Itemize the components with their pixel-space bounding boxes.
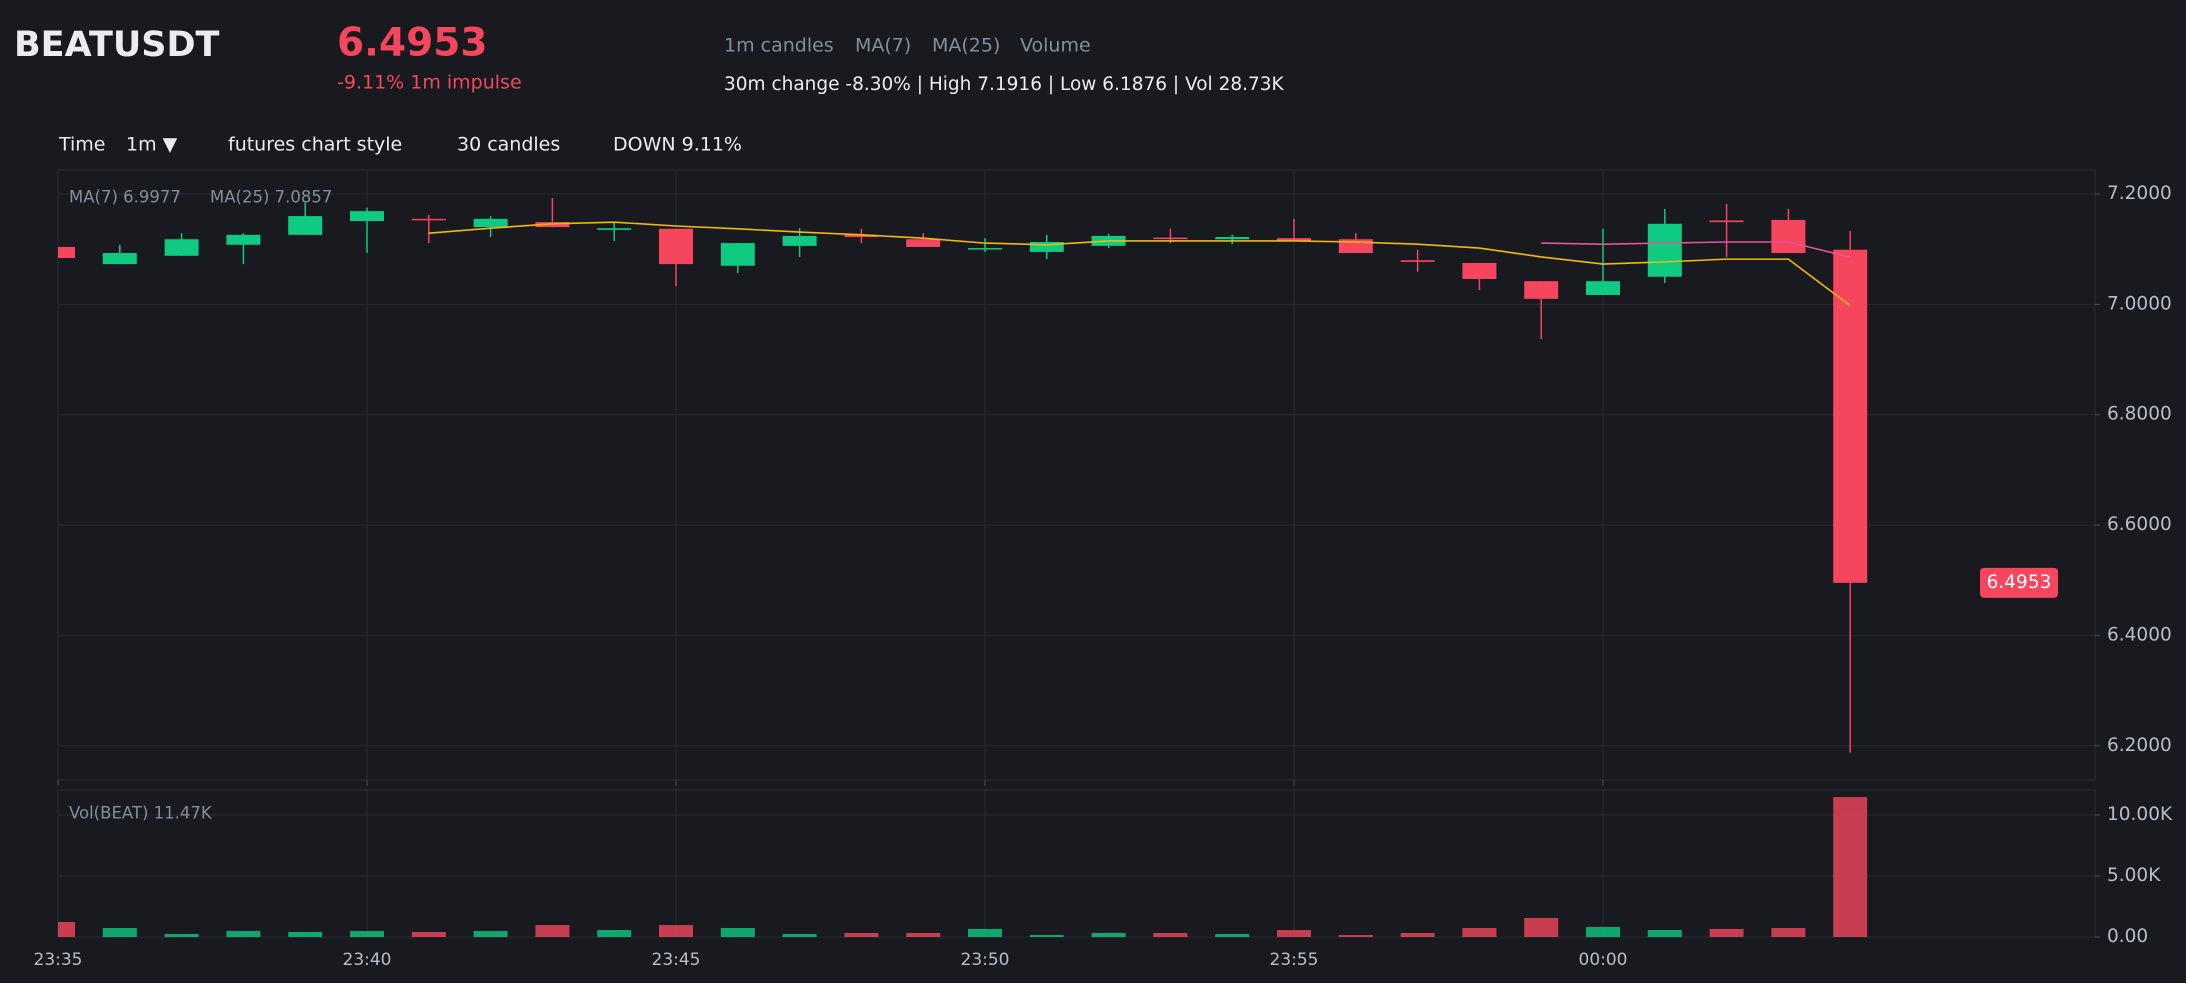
volume-bar <box>350 931 384 937</box>
candle-body <box>1709 220 1744 223</box>
volume-bar <box>1709 928 1744 937</box>
ma-line <box>428 221 1851 307</box>
volume-bar <box>1153 932 1188 937</box>
volume-bar <box>535 925 570 937</box>
candle-body <box>782 235 817 246</box>
price-panel <box>57 169 2096 781</box>
legend-item: MA(25) <box>932 35 1000 57</box>
candle-body <box>844 234 879 238</box>
y-tick-label: 6.6000 <box>2107 514 2172 535</box>
y-tick-label: 6.8000 <box>2107 404 2172 425</box>
volume-bar <box>1586 926 1620 937</box>
volume-bar <box>659 925 693 937</box>
candle-body <box>226 234 261 245</box>
price-plot <box>58 170 2095 780</box>
candle-body <box>411 218 446 221</box>
candle-body <box>102 253 137 265</box>
candle-body <box>288 216 323 235</box>
candle-body <box>1462 262 1497 279</box>
volume-bar <box>1462 927 1497 937</box>
candle-body <box>1215 237 1250 240</box>
y-tick-label: 5.00K <box>2107 865 2161 886</box>
ma-label: MA(7) 6.9977 <box>69 188 181 207</box>
volume-bar <box>906 932 941 937</box>
candle-body <box>1153 237 1188 240</box>
volume-bar <box>288 931 323 937</box>
y-tick-label: 6.2000 <box>2107 735 2172 756</box>
candle-body <box>1400 260 1435 262</box>
candle-body <box>350 211 384 222</box>
stats: 30m change -8.30% | High 7.1916 | Low 6.… <box>724 74 1285 95</box>
x-tick-label: 00:00 <box>1579 950 1628 970</box>
volume-bar <box>1029 935 1064 937</box>
volume-bar <box>411 931 446 937</box>
interval[interactable]: 1m ▼ <box>126 134 178 156</box>
volume-bar <box>1647 930 1682 937</box>
volume-bar <box>968 928 1002 937</box>
volume-bar <box>473 931 508 937</box>
candle-body <box>1647 223 1682 277</box>
axes: 6.2000 6.4000 6.6000 6.8000 7.0000 7.2000 23:3… <box>34 183 2173 970</box>
y-tick-label: 10.00K <box>2107 804 2173 825</box>
ma-line <box>1541 241 1851 258</box>
legend-item: Volume <box>1020 35 1091 57</box>
volume-bar <box>1400 932 1435 937</box>
candle-body <box>968 248 1002 250</box>
candle-body <box>1833 249 1868 583</box>
legend-item: 1m candles <box>724 35 834 57</box>
time-label: Time <box>58 134 106 156</box>
candle-body <box>597 228 632 230</box>
volume-bar <box>1771 927 1806 937</box>
candle-body <box>473 218 508 228</box>
volume-bar <box>720 927 755 937</box>
volume-bar <box>844 932 879 937</box>
volume-bar <box>102 927 137 937</box>
volume-bar <box>164 933 199 937</box>
count: 30 candles <box>457 134 560 156</box>
volume-plot <box>58 790 2095 937</box>
last-price-label: 6.4953 <box>1987 572 2052 593</box>
x-tick-label: 23:55 <box>1270 950 1319 970</box>
volume-bar <box>782 933 817 937</box>
volume-panel <box>57 789 2096 938</box>
volume-bar <box>226 931 261 937</box>
x-tick-label: 23:50 <box>961 950 1010 970</box>
volume-bar <box>58 921 75 937</box>
y-tick-label: 6.4000 <box>2107 624 2172 645</box>
candle-body <box>1586 281 1620 295</box>
y-tick-label: 7.0000 <box>2107 293 2172 314</box>
y-tick-label: 0.00 <box>2107 926 2148 947</box>
style[interactable]: futures chart style <box>228 134 402 156</box>
symbol: BEATUSDT <box>14 25 220 65</box>
x-tick-label: 23:45 <box>652 950 701 970</box>
impulse: -9.11% 1m impulse <box>337 72 522 94</box>
volume-title: Vol(BEAT) 11.47K <box>69 804 213 823</box>
volume-bar <box>1833 797 1868 937</box>
volume-bar <box>1524 917 1559 937</box>
candle-body <box>535 222 570 228</box>
candle-body <box>1277 238 1311 241</box>
x-tick-label: 23:40 <box>343 950 392 970</box>
volume-bar <box>1215 933 1250 937</box>
candle-body <box>720 243 755 266</box>
volume-bar <box>1277 930 1311 937</box>
ma-label: MA(25) 7.0857 <box>210 188 332 207</box>
volume-bar <box>1338 935 1373 937</box>
candle-body <box>906 239 941 247</box>
legend-item: MA(7) <box>855 35 911 57</box>
direction: DOWN 9.11% <box>613 134 742 156</box>
candle-body <box>164 239 199 256</box>
volume-bar <box>1091 932 1126 937</box>
last-price-tag <box>1980 567 2058 598</box>
candle-body <box>58 246 75 259</box>
candle-body <box>659 228 693 265</box>
y-tick-label: 7.2000 <box>2107 183 2172 204</box>
x-tick-label: 23:35 <box>34 950 83 970</box>
volume-bar <box>597 930 632 937</box>
price: 6.4953 <box>337 21 488 66</box>
candle-body <box>1524 281 1559 299</box>
candle-body <box>1771 219 1806 254</box>
candle-body <box>1029 242 1064 252</box>
